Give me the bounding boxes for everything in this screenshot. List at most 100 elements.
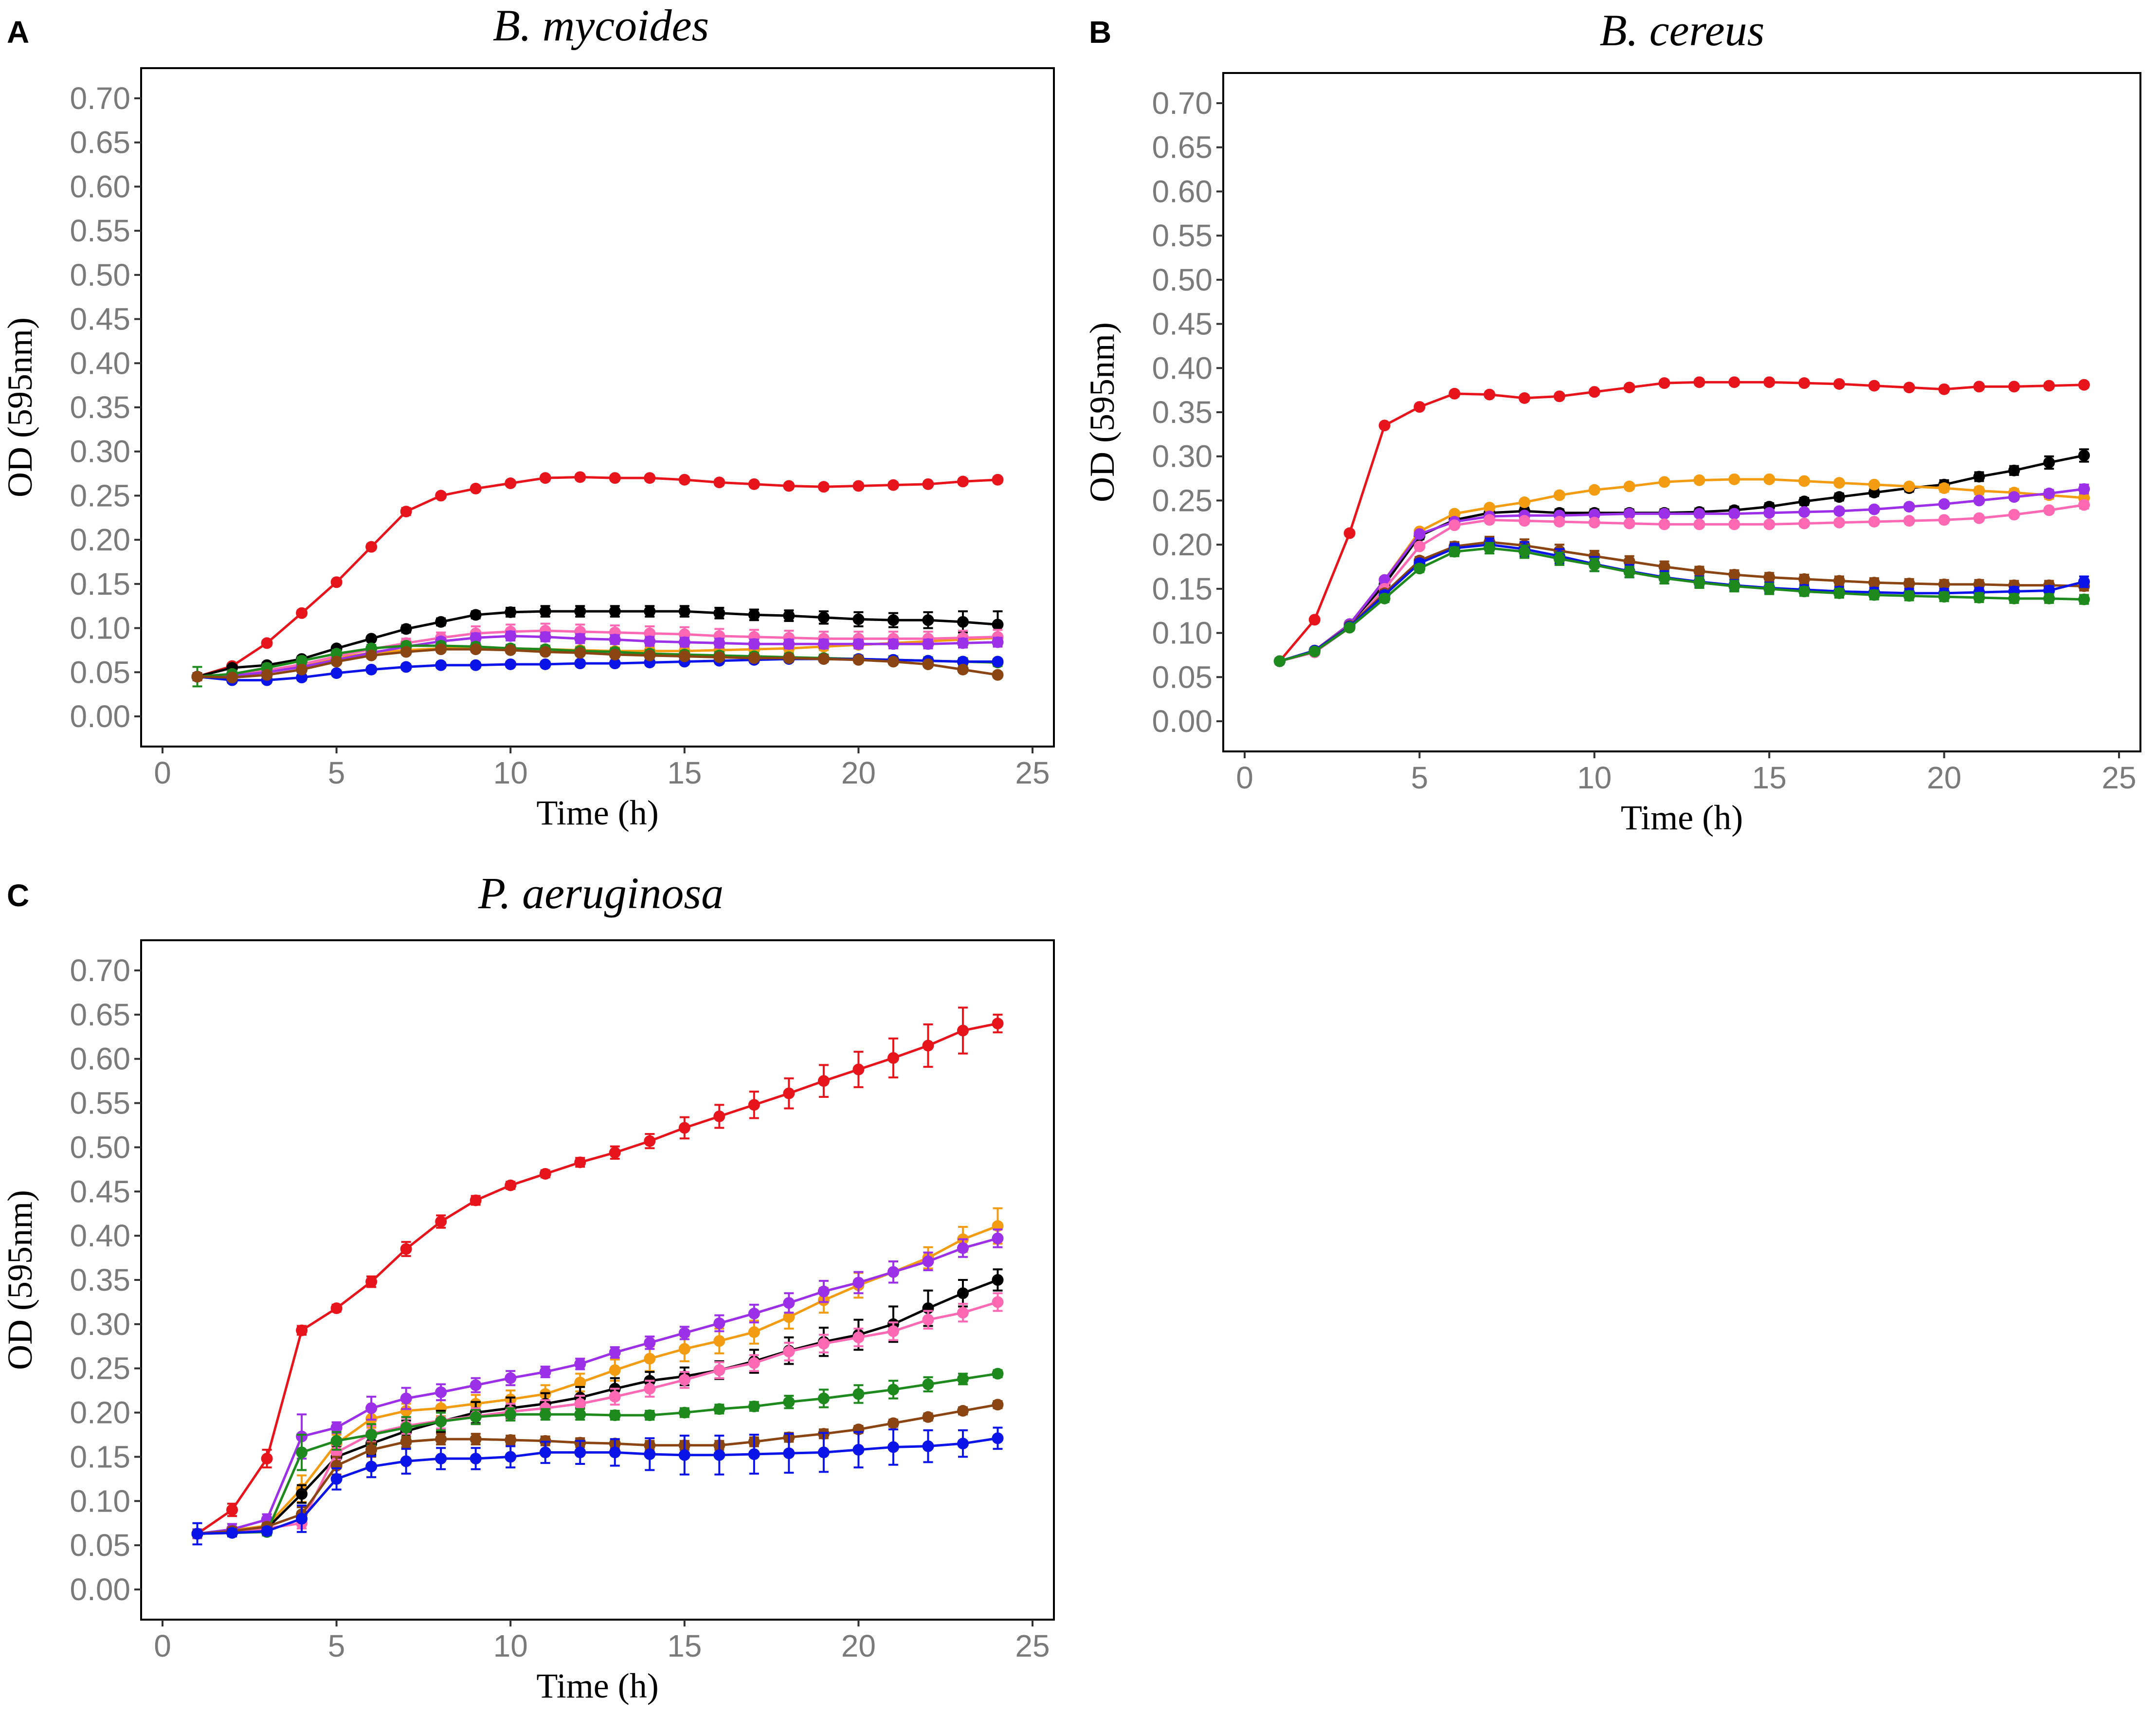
data-point — [1763, 473, 1776, 485]
data-point — [539, 605, 551, 618]
data-point — [644, 472, 656, 484]
data-point — [574, 1376, 586, 1388]
data-point — [539, 646, 551, 658]
data-point — [226, 672, 238, 684]
series-line — [197, 1022, 998, 1535]
data-point — [852, 1063, 865, 1076]
data-point — [887, 1266, 899, 1278]
data-point — [1833, 491, 1845, 503]
data-point — [2008, 491, 2020, 503]
data-point — [783, 652, 795, 664]
data-point — [1588, 484, 1600, 496]
y-tick-label: 0.45 — [1152, 307, 1213, 342]
data-point — [1413, 540, 1426, 552]
data-point — [574, 657, 586, 670]
data-point — [1938, 578, 1950, 590]
y-tick-label: 0.50 — [1152, 262, 1213, 297]
data-point — [400, 1392, 412, 1405]
data-point — [1868, 478, 1880, 491]
panel-letter: A — [7, 15, 29, 50]
x-axis-label: Time (h) — [1621, 798, 1743, 837]
x-tick-label: 15 — [1752, 760, 1787, 795]
data-point — [992, 1018, 1004, 1030]
data-point — [1763, 518, 1776, 530]
y-tick-label: 0.60 — [70, 169, 130, 204]
data-point — [1763, 571, 1776, 584]
data-point — [644, 1135, 656, 1147]
series-1 — [191, 471, 1004, 683]
x-axis-label: Time (h) — [536, 793, 658, 832]
data-point — [1658, 377, 1670, 389]
data-point — [887, 1384, 899, 1396]
data-point — [713, 1110, 725, 1122]
data-point — [887, 656, 899, 668]
y-tick-label: 0.65 — [70, 125, 130, 160]
data-point — [1938, 514, 1950, 526]
data-point — [330, 656, 343, 668]
series-7 — [191, 1399, 1004, 1540]
data-point — [1973, 485, 1985, 497]
data-point — [1449, 546, 1461, 558]
data-point — [470, 1433, 482, 1445]
data-point — [1519, 496, 1531, 509]
data-point — [783, 1087, 795, 1099]
data-point — [678, 474, 690, 486]
data-point — [365, 1276, 378, 1288]
data-point — [783, 1297, 795, 1309]
data-point — [852, 1443, 865, 1456]
data-point — [505, 1451, 517, 1463]
data-point — [574, 647, 586, 659]
y-tick-label: 0.15 — [70, 1439, 130, 1474]
data-point — [713, 1364, 725, 1376]
data-point — [748, 1448, 760, 1460]
panel-letter: B — [1089, 15, 1111, 50]
data-point — [330, 1422, 343, 1434]
data-point — [713, 607, 725, 619]
panel-c: C P. aeruginosa 0.00 0.05 0.10 0.15 0.20 0.25 0.… — [0, 868, 1055, 1705]
y-tick-label: 0.40 — [70, 346, 130, 381]
data-point — [922, 658, 934, 670]
data-point — [1308, 645, 1321, 657]
data-point — [748, 638, 760, 650]
y-tick-label: 0.55 — [1152, 218, 1213, 253]
series-line — [197, 1437, 998, 1535]
data-point — [1868, 503, 1880, 515]
data-point — [2078, 483, 2090, 495]
data-point — [365, 649, 378, 661]
data-point — [817, 638, 830, 650]
data-point — [957, 616, 969, 628]
data-point — [1449, 387, 1461, 400]
data-point — [330, 1302, 343, 1314]
data-point — [678, 1343, 690, 1355]
y-tick-label: 0.05 — [70, 1528, 130, 1563]
data-point — [1588, 559, 1600, 571]
data-point — [191, 671, 203, 683]
data-point — [1484, 514, 1496, 526]
data-point — [609, 634, 621, 646]
y-tick-label: 0.30 — [70, 434, 130, 469]
data-point — [1763, 376, 1776, 388]
plot-frame — [1222, 72, 2141, 752]
data-point — [2043, 504, 2055, 516]
series-2 — [191, 1207, 1004, 1540]
data-point — [1973, 592, 1985, 603]
y-tick-label: 0.60 — [70, 1041, 130, 1077]
data-point — [1693, 474, 1705, 486]
data-point — [713, 1335, 725, 1347]
x-tick-label: 25 — [2102, 760, 2136, 795]
data-point — [365, 1429, 378, 1441]
data-point — [678, 605, 690, 618]
data-point — [817, 1285, 830, 1297]
data-point — [539, 658, 551, 670]
y-tick-label: 0.30 — [70, 1307, 130, 1342]
data-point — [1553, 489, 1565, 501]
data-point — [1903, 515, 1915, 527]
data-point — [817, 481, 830, 493]
data-point — [539, 472, 551, 484]
data-point — [783, 610, 795, 622]
data-point — [1833, 477, 1845, 489]
data-point — [2078, 576, 2090, 588]
chart-title: P. aeruginosa — [478, 868, 724, 918]
data-point — [817, 1337, 830, 1350]
data-point — [1658, 572, 1670, 584]
